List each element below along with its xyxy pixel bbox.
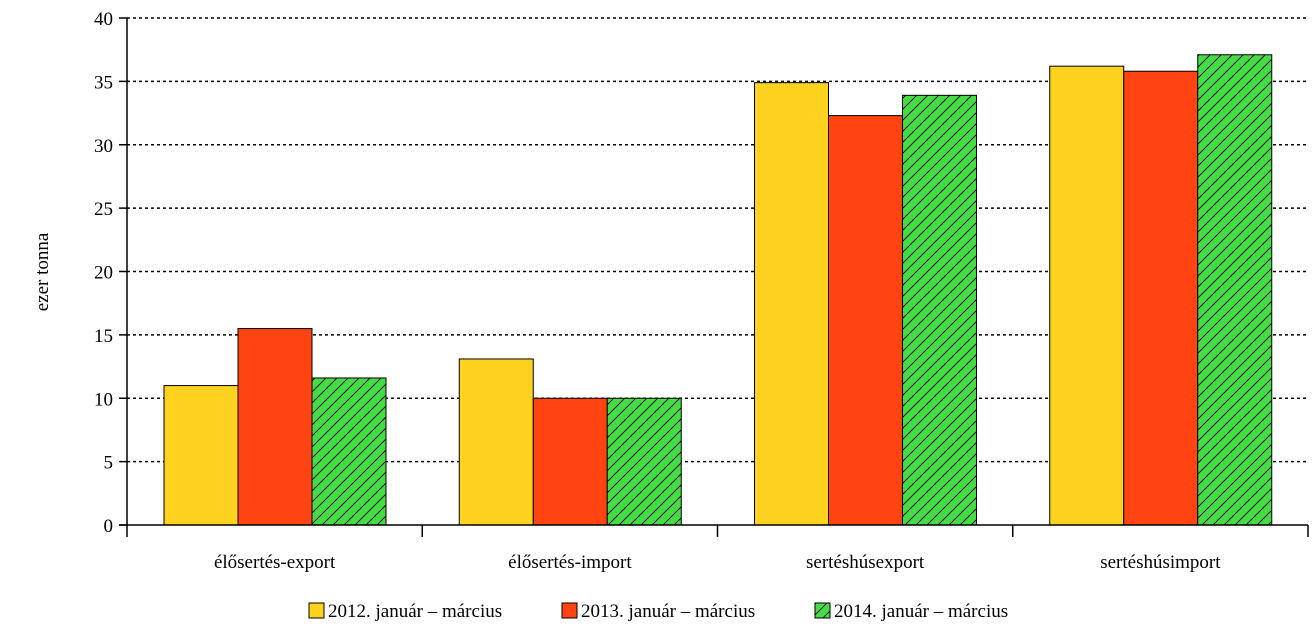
y-tick-labels: 0 5 10 15 20 25 30 35 40	[94, 9, 113, 537]
y-tick-label: 10	[94, 389, 113, 410]
bar	[1049, 65, 1125, 526]
bars	[163, 54, 1273, 526]
y-tick-label: 20	[94, 263, 113, 284]
legend-swatch	[561, 602, 578, 619]
legend-item: 2014. január – március	[814, 601, 1008, 622]
bar	[1197, 54, 1273, 526]
y-tick-label: 35	[94, 72, 113, 93]
category-label: sertéshúsexport	[806, 552, 925, 573]
category-labels: élősertés-export élősertés-import sertéshú…	[214, 552, 1221, 573]
legend-swatch	[814, 602, 831, 619]
legend-item: 2013. január – március	[561, 601, 755, 622]
category-label: sertéshúsimport	[1100, 552, 1221, 573]
bar	[163, 385, 239, 526]
bar	[754, 82, 829, 526]
bar	[532, 397, 608, 526]
y-tick-label: 5	[104, 453, 114, 474]
legend: 2012. január – március 2013. január – már…	[308, 601, 1008, 622]
legend-label: 2012. január – március	[328, 601, 502, 622]
y-axis-title: ezer tonna	[32, 232, 53, 311]
bar	[902, 94, 977, 526]
bar	[606, 397, 682, 526]
axes	[119, 17, 1309, 537]
y-tick-label: 40	[94, 9, 113, 30]
bar	[1123, 70, 1199, 526]
legend-label: 2014. január – március	[834, 601, 1008, 622]
legend-label: 2013. január – március	[581, 601, 755, 622]
bar	[237, 328, 313, 526]
legend-item: 2012. január – március	[308, 601, 502, 622]
y-tick-label: 15	[94, 326, 113, 347]
y-tick-label: 25	[94, 199, 113, 220]
legend-swatch	[308, 602, 325, 619]
bar	[311, 377, 387, 526]
category-label: élősertés-export	[214, 552, 336, 573]
y-tick-label: 30	[94, 136, 113, 157]
y-tick-label: 0	[104, 516, 114, 537]
bar	[828, 115, 903, 526]
category-label: élősertés-import	[508, 552, 632, 573]
bar	[458, 358, 534, 526]
